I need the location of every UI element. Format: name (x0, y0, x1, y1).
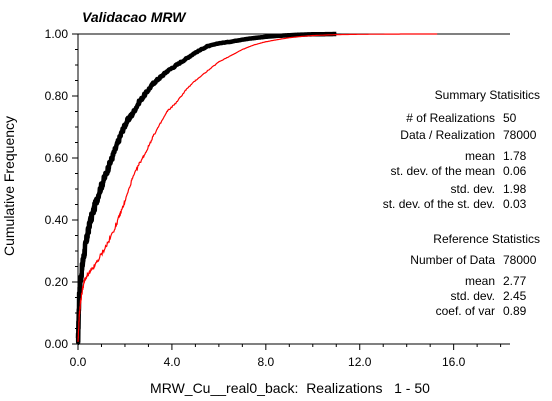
y-tick-label: 0.40 (45, 213, 69, 227)
realizations-line (78, 34, 336, 344)
summary-value-st-dev-of-mean: 0.06 (503, 164, 527, 178)
summary-value-data-per-realization: 78000 (503, 128, 537, 142)
chart-title: Validacao MRW (82, 9, 187, 25)
x-tick-label: 0.0 (70, 355, 87, 369)
summary-label-st-dev-of-st-dev: st. dev. of the st. dev. (383, 197, 495, 211)
reference-label-number-of-data: Number of Data (410, 253, 495, 267)
series-group (78, 34, 437, 344)
summary-label-mean: mean (465, 149, 495, 163)
y-tick-label: 0.80 (45, 89, 69, 103)
y-tick-label: 0.00 (45, 337, 69, 351)
reference-value-std-dev: 2.45 (503, 289, 527, 303)
reference-value-coef-of-var: 0.89 (503, 304, 527, 318)
reference-label-mean: mean (465, 274, 495, 288)
x-axis-label: MRW_Cu__real0_back: Realizations 1 - 50 (150, 380, 430, 396)
summary-label-data-per-realization: Data / Realization (400, 128, 495, 142)
reference-value-mean: 2.77 (503, 274, 527, 288)
reference-title: Reference Statistics (433, 232, 540, 246)
reference-line (78, 34, 437, 342)
summary-value-st-dev-of-st-dev: 0.03 (503, 197, 527, 211)
summary-title: Summary Statisitics (435, 88, 540, 102)
realizations-band-line (78, 34, 336, 342)
x-tick-label: 4.0 (164, 355, 181, 369)
summary-value-realizations: 50 (503, 111, 517, 125)
reference-label-std-dev: std. dev. (451, 289, 495, 303)
summary-label-std-dev: std. dev. (451, 182, 495, 196)
axes (78, 34, 510, 344)
summary-value-mean: 1.78 (503, 149, 527, 163)
y-tick-label: 1.00 (45, 27, 69, 41)
summary-value-std-dev: 1.98 (503, 182, 527, 196)
summary-label-st-dev-of-mean: st. dev. of the mean (390, 164, 495, 178)
reference-value-number-of-data: 78000 (503, 253, 537, 267)
x-tick-label: 12.0 (348, 355, 372, 369)
x-tick-label: 16.0 (442, 355, 466, 369)
y-tick-label: 0.60 (45, 151, 69, 165)
x-tick-label: 8.0 (257, 355, 274, 369)
y-axis-label: Cumulative Frequency (1, 116, 17, 256)
reference-label-coef-of-var: coef. of var (436, 304, 495, 318)
y-tick-label: 0.20 (45, 275, 69, 289)
summary-label-realizations: # of Realizations (406, 111, 495, 125)
